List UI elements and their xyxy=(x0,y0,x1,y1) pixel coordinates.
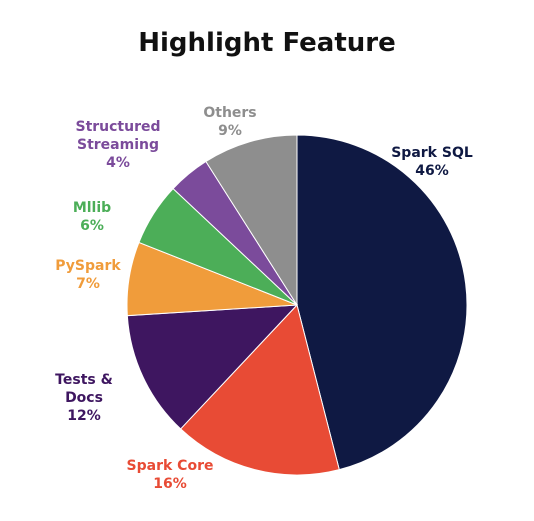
pie-slice xyxy=(126,304,299,430)
value-label: 16% xyxy=(153,476,187,492)
category-label: Tests & Docs xyxy=(55,372,113,406)
value-label: 7% xyxy=(76,276,100,292)
slice-label: Mllib 6% xyxy=(52,199,132,235)
category-label: Structured Streaming xyxy=(75,119,161,153)
category-label: Mllib xyxy=(72,200,112,216)
category-label: PySpark xyxy=(55,258,121,274)
value-label: 46% xyxy=(415,163,449,179)
pie-slice xyxy=(205,134,298,307)
category-label: Others xyxy=(203,105,257,121)
value-label: 6% xyxy=(80,218,104,234)
value-label: 12% xyxy=(67,408,101,424)
category-label: Spark Core xyxy=(126,458,214,474)
value-label: 9% xyxy=(218,123,242,139)
pie-slice xyxy=(179,303,340,476)
slice-label: Tests & Docs 12% xyxy=(54,371,114,425)
slice-label: Others 9% xyxy=(190,104,270,140)
slice-label: Spark Core 16% xyxy=(115,457,225,493)
slice-label: PySpark 7% xyxy=(43,257,133,293)
chart-title: Highlight Feature xyxy=(138,28,396,58)
category-label: Spark SQL xyxy=(391,145,473,161)
value-label: 4% xyxy=(106,155,130,171)
slice-label: Structured Streaming 4% xyxy=(63,118,173,172)
pie-slice xyxy=(296,134,468,471)
slice-label: Spark SQL 46% xyxy=(377,144,487,180)
